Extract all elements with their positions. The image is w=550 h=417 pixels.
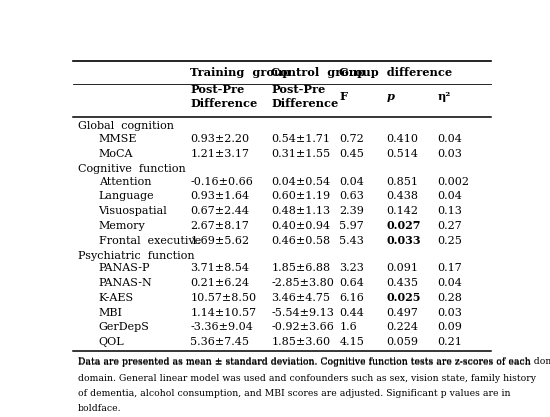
Text: 0.44: 0.44 bbox=[339, 308, 364, 318]
Text: MoCA: MoCA bbox=[98, 149, 133, 159]
Text: PANAS-N: PANAS-N bbox=[98, 278, 152, 288]
Text: 3.71±8.54: 3.71±8.54 bbox=[190, 264, 249, 274]
Text: 2.67±8.17: 2.67±8.17 bbox=[190, 221, 249, 231]
Text: 2.39: 2.39 bbox=[339, 206, 364, 216]
Text: 5.36±7.45: 5.36±7.45 bbox=[190, 337, 249, 347]
Text: Data are presented as mean ± standard deviation. Cognitive function tests are z-: Data are presented as mean ± standard de… bbox=[78, 358, 531, 367]
Text: 0.93±2.20: 0.93±2.20 bbox=[190, 134, 249, 144]
Text: Global  cognition: Global cognition bbox=[78, 121, 174, 131]
Text: p: p bbox=[386, 91, 394, 102]
Text: 0.03: 0.03 bbox=[437, 149, 463, 159]
Text: 1.85±6.88: 1.85±6.88 bbox=[271, 264, 331, 274]
Text: 0.025: 0.025 bbox=[386, 292, 421, 304]
Text: 3.46±4.75: 3.46±4.75 bbox=[271, 293, 330, 303]
Text: η²: η² bbox=[437, 91, 450, 102]
Text: 0.04: 0.04 bbox=[437, 191, 463, 201]
Text: of dementia, alcohol consumption, and MBI scores are adjusted. Significant p val: of dementia, alcohol consumption, and MB… bbox=[78, 389, 510, 398]
Text: 10.57±8.50: 10.57±8.50 bbox=[190, 293, 256, 303]
Text: 1.85±3.60: 1.85±3.60 bbox=[271, 337, 331, 347]
Text: 0.04: 0.04 bbox=[339, 177, 364, 187]
Text: domain. General linear model was used and confounders such as sex, vision state,: domain. General linear model was used an… bbox=[78, 374, 536, 382]
Text: 1.69±5.62: 1.69±5.62 bbox=[190, 236, 249, 246]
Text: PANAS-P: PANAS-P bbox=[98, 264, 150, 274]
Text: 1.14±10.57: 1.14±10.57 bbox=[190, 308, 256, 318]
Text: 0.142: 0.142 bbox=[386, 206, 419, 216]
Text: 0.091: 0.091 bbox=[386, 264, 419, 274]
Text: F: F bbox=[339, 91, 348, 102]
Text: K-AES: K-AES bbox=[98, 293, 134, 303]
Text: Language: Language bbox=[98, 191, 154, 201]
Text: -0.92±3.66: -0.92±3.66 bbox=[271, 322, 334, 332]
Text: 0.28: 0.28 bbox=[437, 293, 463, 303]
Text: 0.04±0.54: 0.04±0.54 bbox=[271, 177, 331, 187]
Text: 0.224: 0.224 bbox=[386, 322, 419, 332]
Text: Attention: Attention bbox=[98, 177, 151, 187]
Text: Post-Pre
Difference: Post-Pre Difference bbox=[190, 84, 257, 109]
Text: -3.36±9.04: -3.36±9.04 bbox=[190, 322, 253, 332]
Text: 1.6: 1.6 bbox=[339, 322, 357, 332]
Text: 5.43: 5.43 bbox=[339, 236, 364, 246]
Text: 0.72: 0.72 bbox=[339, 134, 364, 144]
Text: 0.17: 0.17 bbox=[437, 264, 462, 274]
Text: -0.16±0.66: -0.16±0.66 bbox=[190, 177, 253, 187]
Text: -2.85±3.80: -2.85±3.80 bbox=[271, 278, 334, 288]
Text: 0.03: 0.03 bbox=[437, 308, 463, 318]
Text: 0.410: 0.410 bbox=[386, 134, 419, 144]
Text: 0.04: 0.04 bbox=[437, 134, 463, 144]
Text: 0.93±1.64: 0.93±1.64 bbox=[190, 191, 249, 201]
Text: 0.45: 0.45 bbox=[339, 149, 364, 159]
Text: 0.04: 0.04 bbox=[437, 278, 463, 288]
Text: 3.23: 3.23 bbox=[339, 264, 364, 274]
Text: 0.497: 0.497 bbox=[386, 308, 418, 318]
Text: Post-Pre
Difference: Post-Pre Difference bbox=[271, 84, 338, 109]
Text: 0.64: 0.64 bbox=[339, 278, 364, 288]
Text: 1.21±3.17: 1.21±3.17 bbox=[190, 149, 249, 159]
Text: GerDepS: GerDepS bbox=[98, 322, 150, 332]
Text: Psychiatric  function: Psychiatric function bbox=[78, 251, 195, 261]
Text: 0.21: 0.21 bbox=[437, 337, 463, 347]
Text: 0.60±1.19: 0.60±1.19 bbox=[271, 191, 331, 201]
Text: Training  group: Training group bbox=[190, 67, 290, 78]
Text: 0.46±0.58: 0.46±0.58 bbox=[271, 236, 331, 246]
Text: Data are presented as mean ± standard deviation. Cognitive function tests are z-: Data are presented as mean ± standard de… bbox=[78, 357, 550, 366]
Text: 0.63: 0.63 bbox=[339, 191, 364, 201]
Text: 6.16: 6.16 bbox=[339, 293, 364, 303]
Text: 0.514: 0.514 bbox=[386, 149, 419, 159]
Text: 0.059: 0.059 bbox=[386, 337, 419, 347]
Text: 0.27: 0.27 bbox=[437, 221, 462, 231]
Text: 0.54±1.71: 0.54±1.71 bbox=[271, 134, 330, 144]
Text: 0.851: 0.851 bbox=[386, 177, 419, 187]
Text: 0.40±0.94: 0.40±0.94 bbox=[271, 221, 331, 231]
Text: 5.97: 5.97 bbox=[339, 221, 364, 231]
Text: 0.31±1.55: 0.31±1.55 bbox=[271, 149, 331, 159]
Text: QOL: QOL bbox=[98, 337, 124, 347]
Text: 0.002: 0.002 bbox=[437, 177, 470, 187]
Text: boldface.: boldface. bbox=[78, 404, 122, 413]
Text: Cognitive  function: Cognitive function bbox=[78, 164, 186, 174]
Text: Visuospatial: Visuospatial bbox=[98, 206, 167, 216]
Text: Frontal  executive: Frontal executive bbox=[98, 236, 201, 246]
Text: 0.027: 0.027 bbox=[386, 221, 421, 231]
Text: MMSE: MMSE bbox=[98, 134, 137, 144]
Text: 0.48±1.13: 0.48±1.13 bbox=[271, 206, 331, 216]
Text: Memory: Memory bbox=[98, 221, 145, 231]
Text: 0.25: 0.25 bbox=[437, 236, 463, 246]
Text: 0.435: 0.435 bbox=[386, 278, 419, 288]
Text: 0.438: 0.438 bbox=[386, 191, 419, 201]
Text: 0.13: 0.13 bbox=[437, 206, 463, 216]
Text: MBI: MBI bbox=[98, 308, 123, 318]
Text: 0.21±6.24: 0.21±6.24 bbox=[190, 278, 249, 288]
Text: Control  group: Control group bbox=[271, 67, 365, 78]
Text: 4.15: 4.15 bbox=[339, 337, 364, 347]
Text: Group  difference: Group difference bbox=[339, 67, 453, 78]
Text: 0.09: 0.09 bbox=[437, 322, 463, 332]
Text: 0.033: 0.033 bbox=[386, 235, 421, 246]
Text: -5.54±9.13: -5.54±9.13 bbox=[271, 308, 334, 318]
Text: 0.67±2.44: 0.67±2.44 bbox=[190, 206, 249, 216]
